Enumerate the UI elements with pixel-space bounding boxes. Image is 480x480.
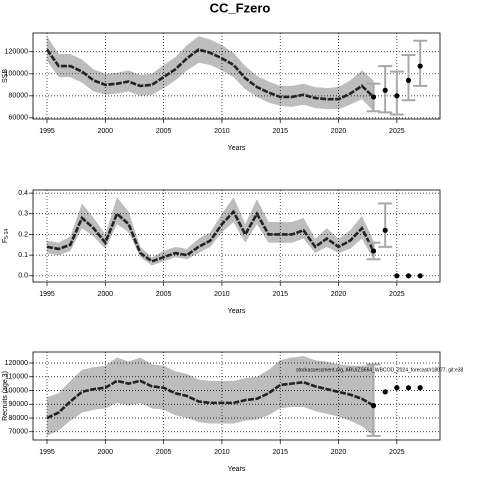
forecast-point bbox=[417, 385, 423, 391]
x-tick-label: 2015 bbox=[272, 128, 288, 135]
y-tick-label: 80000 bbox=[9, 93, 29, 100]
y-tick-label: 70000 bbox=[9, 429, 29, 436]
error-bar bbox=[378, 202, 393, 248]
y-axis-label: SSB bbox=[2, 69, 9, 83]
y-tick-label: 120000 bbox=[5, 49, 28, 56]
x-tick-label: 2010 bbox=[214, 291, 230, 298]
y-tick-label: 0.3 bbox=[18, 211, 28, 218]
x-tick-label: 2005 bbox=[156, 128, 172, 135]
forecast-point bbox=[394, 273, 400, 279]
forecast-point bbox=[382, 87, 388, 93]
x-axis-label: Years bbox=[228, 466, 246, 473]
y-tick-label: 0.0 bbox=[18, 273, 28, 280]
x-tick-label: 2025 bbox=[389, 449, 405, 456]
forecast-point bbox=[417, 273, 423, 279]
plot-frame bbox=[32, 32, 441, 120]
forecast-point bbox=[394, 385, 400, 391]
estimate-line bbox=[45, 48, 375, 101]
y-tick-label: 100000 bbox=[5, 71, 28, 78]
y-tick-label: 0.4 bbox=[18, 190, 28, 197]
estimate-line bbox=[46, 209, 375, 263]
forecast-point bbox=[394, 93, 400, 99]
y-tick-label: 60000 bbox=[9, 115, 29, 122]
x-tick-label: 2000 bbox=[98, 291, 114, 298]
forecast-point bbox=[370, 248, 377, 254]
y-tick-label: 0.2 bbox=[18, 231, 28, 238]
x-tick-label: 2025 bbox=[389, 128, 405, 135]
x-tick-label: 1995 bbox=[39, 291, 55, 298]
forecast-point bbox=[405, 385, 412, 391]
forecast-point bbox=[382, 389, 388, 395]
x-tick-label: 2025 bbox=[389, 291, 405, 298]
x-tick-label: 2020 bbox=[331, 128, 347, 135]
x-tick-label: 2005 bbox=[156, 291, 172, 298]
y-tick-label: 120000 bbox=[5, 360, 28, 367]
forecast-point bbox=[370, 403, 377, 409]
x-tick-label: 2010 bbox=[214, 128, 230, 135]
x-tick-label: 2010 bbox=[214, 449, 230, 456]
confidence-band bbox=[46, 36, 374, 112]
estimate-line bbox=[46, 379, 375, 420]
y-tick-label: 110000 bbox=[5, 374, 28, 381]
x-axis-label: Years bbox=[228, 145, 246, 152]
x-tick-label: 2000 bbox=[98, 128, 114, 135]
y-axis-label-main: Recruits (age 3) bbox=[2, 371, 9, 421]
forecast-point bbox=[405, 273, 412, 279]
error-bar bbox=[366, 363, 381, 437]
error-bar bbox=[413, 39, 428, 87]
y-axis-label: Recruits (age 3) bbox=[2, 371, 9, 421]
x-tick-label: 2020 bbox=[331, 449, 347, 456]
chart-title: CC_Fzero bbox=[210, 0, 271, 15]
x-tick-label: 2015 bbox=[272, 449, 288, 456]
x-tick-label: 1995 bbox=[39, 128, 55, 135]
y-tick-label: 90000 bbox=[9, 401, 29, 408]
error-bar bbox=[401, 54, 416, 102]
x-tick-label: 2005 bbox=[156, 449, 172, 456]
confidence-band bbox=[46, 356, 374, 436]
x-tick-label: 1995 bbox=[39, 449, 55, 456]
y-axis-label-main: F bbox=[2, 239, 9, 243]
x-tick-label: 2015 bbox=[272, 291, 288, 298]
y-axis-label-sub: 5-14 bbox=[4, 229, 10, 239]
forecast-point bbox=[405, 77, 412, 84]
x-axis-label: Years bbox=[228, 308, 246, 315]
confidence-band bbox=[46, 197, 374, 266]
y-tick-label: 0.1 bbox=[18, 252, 28, 259]
y-axis-label: F5-14 bbox=[2, 229, 10, 244]
x-tick-label: 2020 bbox=[331, 291, 347, 298]
footnote: stockassessment.org, ARU/ZS664_WBCOD_202… bbox=[296, 367, 464, 373]
x-tick-label: 2000 bbox=[98, 449, 114, 456]
y-axis-label-main: SSB bbox=[2, 69, 9, 83]
forecast-point bbox=[370, 94, 377, 100]
plot-frame bbox=[32, 189, 441, 283]
forecast-point bbox=[417, 63, 423, 69]
y-tick-label: 80000 bbox=[9, 415, 29, 422]
forecast-point bbox=[382, 227, 388, 233]
y-tick-label: 100000 bbox=[5, 387, 28, 394]
plot-frame bbox=[32, 351, 441, 441]
error-bar bbox=[389, 70, 404, 116]
